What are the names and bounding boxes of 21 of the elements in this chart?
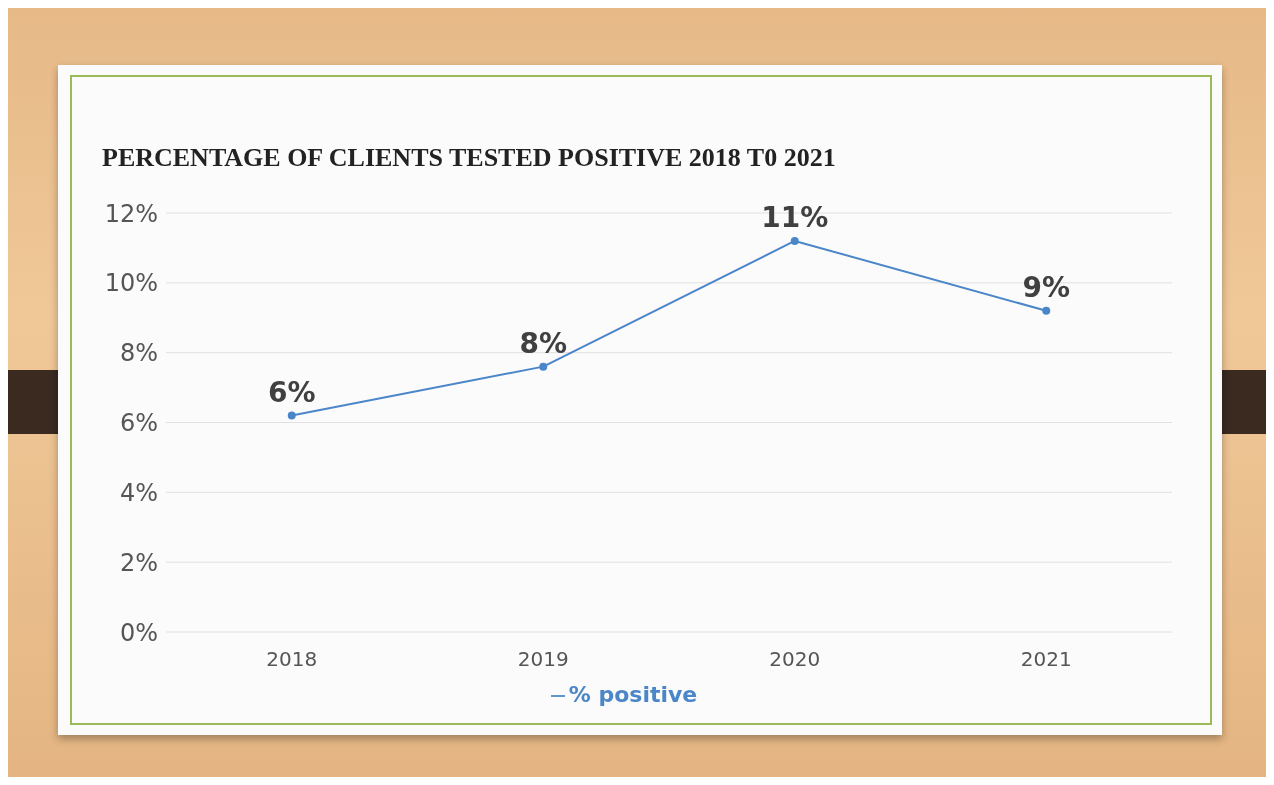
x-tick-label: 2018 <box>266 647 318 672</box>
x-tick-label: 2019 <box>517 647 569 672</box>
data-label: 6% <box>267 375 316 409</box>
data-label: 11% <box>761 200 829 234</box>
y-tick-label: 0% <box>119 618 158 647</box>
y-tick-label: 2% <box>119 548 158 577</box>
point <box>539 362 548 371</box>
chart-title: PERCENTAGE OF CLIENTS TESTED POSITIVE 2018 T0 2021 <box>102 143 836 173</box>
y-tick-label: 12% <box>104 199 158 228</box>
point <box>1042 306 1051 315</box>
legend-label: % positive <box>568 682 698 707</box>
y-tick-label: 6% <box>119 409 158 438</box>
x-tick-label: 2021 <box>1020 647 1072 672</box>
point <box>790 236 799 245</box>
y-tick-label: 8% <box>119 339 158 368</box>
y-tick-label: 10% <box>104 269 158 298</box>
x-tick-label: 2020 <box>769 647 821 672</box>
data-label: 8% <box>519 326 568 360</box>
data-label: 9% <box>1022 270 1071 304</box>
point <box>287 411 296 420</box>
y-tick-label: 4% <box>119 478 158 507</box>
